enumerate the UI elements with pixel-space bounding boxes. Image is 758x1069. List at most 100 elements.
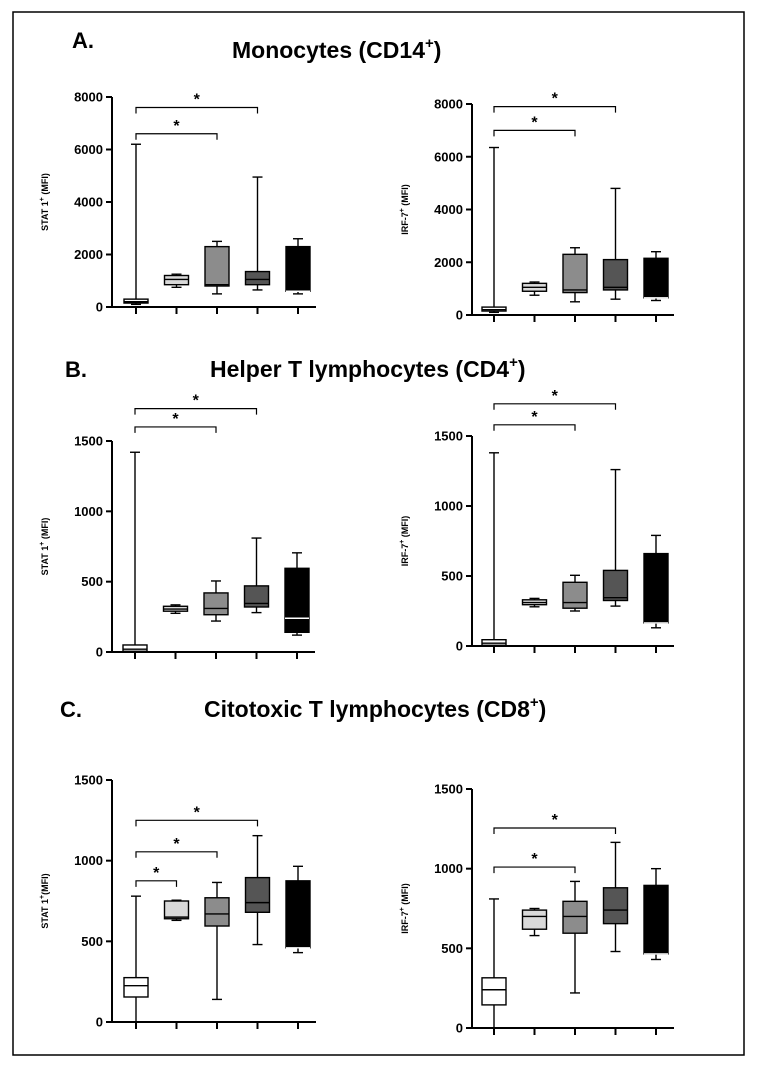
- y-axis-label-unit: (MFI): [400, 516, 410, 540]
- figure-frame: [12, 11, 745, 1056]
- significance-bracket: [493, 403, 617, 410]
- y-tick-label: 1000: [74, 504, 103, 519]
- y-axis-label: IRF-7+ (MFI): [399, 883, 410, 934]
- box-group-3: [562, 900, 588, 934]
- y-axis-label-sup: +: [39, 197, 46, 201]
- y-axis-label: IRF-7+ (MFI): [399, 516, 410, 567]
- section-a-title: Monocytes (CD14+): [232, 35, 441, 63]
- plot-a-stat1: 0 2000 4000 6000 8000 STAT 1+ (MFI) * *: [39, 90, 316, 315]
- y-axis-label-text: IRF-7: [400, 911, 410, 934]
- y-axis-label-sup: +: [399, 540, 406, 544]
- plot-a-irf7: 0 2000 4000 6000 8000 IRF-7+ (MFI) * *: [399, 91, 674, 323]
- box-group-4: [244, 270, 271, 286]
- significance-star: *: [552, 812, 559, 829]
- significance-star: *: [531, 114, 538, 131]
- y-tick-label: 500: [81, 934, 103, 949]
- significance-bracket: [493, 129, 576, 137]
- section-c-title: Citotoxic T lymphocytes (CD8+): [204, 694, 546, 722]
- y-axis-label-text: IRF-7: [400, 544, 410, 567]
- y-axis-label: STAT 1+ (MFI): [39, 518, 50, 576]
- y-tick-label: 1500: [434, 782, 463, 797]
- significance-bracket: [135, 819, 259, 827]
- box-group-2: [163, 900, 190, 920]
- y-tick-label: 1500: [434, 429, 463, 444]
- y-axis-label-sup: +: [399, 907, 406, 911]
- box-group-4: [602, 569, 629, 602]
- section-a-title-text: Monocytes (CD14: [232, 37, 425, 63]
- y-tick-label: 1500: [74, 773, 103, 788]
- significance-star: *: [531, 851, 538, 868]
- y-axis-label-text: IRF-7: [400, 212, 410, 235]
- significance-bracket: [493, 106, 617, 113]
- section-c-letter: C.: [60, 697, 82, 722]
- y-tick-label: 1000: [434, 499, 463, 514]
- y-tick-label: 4000: [434, 202, 463, 217]
- y-tick-label: 500: [81, 574, 103, 589]
- y-axis-label: IRF-7+ (MFI): [399, 184, 410, 235]
- significance-bracket: [493, 424, 576, 431]
- y-tick-label: 2000: [74, 247, 103, 262]
- y-axis-label: STAT 1+(MFI): [39, 873, 50, 928]
- y-tick-label: 2000: [434, 255, 463, 270]
- y-axis-label-text: STAT 1: [40, 201, 50, 231]
- plot-b-irf7: 0 500 1000 1500 IRF-7+ (MFI) * *: [399, 388, 674, 654]
- section-b-title-end: ): [518, 356, 526, 382]
- section-a-title-end: ): [434, 37, 442, 63]
- box-group-5: [285, 880, 311, 949]
- section-b-title-text: Helper T lymphocytes (CD4: [210, 356, 509, 382]
- significance-bracket: [134, 408, 258, 415]
- y-axis-label-unit: (MFI): [400, 184, 410, 208]
- y-tick-label: 0: [456, 1021, 463, 1036]
- y-tick-label: 1000: [74, 853, 103, 868]
- y-tick-label: 500: [441, 941, 463, 956]
- section-c-title-sup: +: [530, 694, 539, 711]
- y-tick-label: 8000: [434, 97, 463, 112]
- y-axis-label-sup: +: [399, 208, 406, 212]
- significance-bracket: [135, 133, 218, 140]
- y-tick-label: 6000: [434, 149, 463, 164]
- significance-star: *: [172, 411, 179, 428]
- box-group-1: [123, 976, 149, 998]
- y-axis-label-text: STAT 1: [40, 546, 50, 576]
- y-axis-label-unit: (MFI): [40, 518, 50, 542]
- box-group-4: [244, 876, 271, 913]
- section-b-title-sup: +: [509, 354, 518, 371]
- box-group-5: [643, 884, 669, 955]
- section-a-letter: A.: [72, 28, 94, 53]
- significance-bracket: [135, 851, 218, 858]
- box-group-5: [643, 552, 669, 624]
- box-group-5: [643, 257, 669, 299]
- significance-bracket: [493, 827, 617, 835]
- significance-star: *: [173, 118, 180, 135]
- section-b-title: Helper T lymphocytes (CD4+): [210, 354, 526, 382]
- y-axis-label-text: STAT 1: [40, 899, 50, 929]
- y-tick-label: 0: [456, 308, 463, 323]
- significance-star: *: [173, 836, 180, 853]
- significance-star: *: [194, 92, 201, 109]
- y-axis-label-sup: +: [39, 542, 46, 546]
- y-tick-label: 0: [96, 645, 103, 660]
- box-group-1: [122, 644, 148, 652]
- box-group-2: [521, 909, 548, 930]
- y-axis-label-unit: (MFI): [40, 173, 50, 197]
- significance-star: *: [552, 91, 559, 108]
- section-c-title-end: ): [539, 696, 547, 722]
- significance-star: *: [193, 393, 200, 410]
- box-group-3: [562, 581, 588, 609]
- box-group-4: [602, 258, 629, 291]
- significance-bracket: [493, 866, 576, 874]
- y-tick-label: 1000: [434, 861, 463, 876]
- y-tick-label: 1500: [74, 434, 103, 449]
- y-tick-label: 0: [456, 639, 463, 654]
- significance-bracket: [134, 426, 217, 433]
- box-group-4: [243, 585, 270, 608]
- y-tick-label: 0: [96, 300, 103, 315]
- section-c-title-text: Citotoxic T lymphocytes (CD8: [204, 696, 530, 722]
- y-tick-label: 4000: [74, 195, 103, 210]
- y-tick-label: 6000: [74, 142, 103, 157]
- section-b-letter: B.: [65, 357, 87, 382]
- box-group-5: [285, 245, 311, 292]
- y-axis-label-unit: (MFI): [40, 873, 50, 895]
- y-axis-label: STAT 1+ (MFI): [39, 173, 50, 231]
